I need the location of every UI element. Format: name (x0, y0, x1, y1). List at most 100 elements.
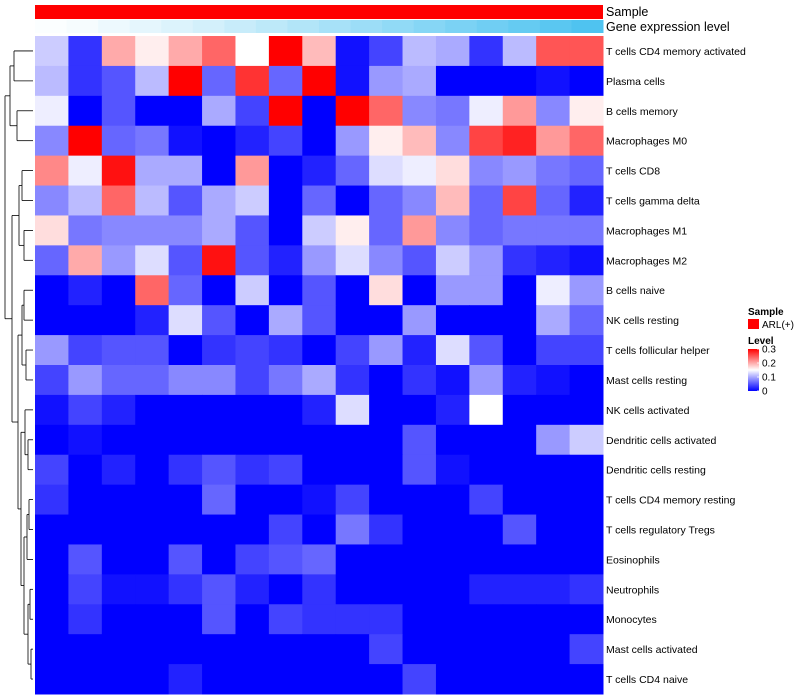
gene-expression-cell (319, 20, 352, 33)
row-label: NK cells resting (606, 315, 679, 327)
heatmap-cells (35, 36, 604, 695)
heatmap-cell (68, 604, 103, 635)
heatmap-cell (335, 36, 370, 67)
heatmap-cell (536, 215, 571, 246)
heatmap-cell (435, 155, 470, 187)
heatmap-cell (135, 155, 170, 187)
heatmap-cell (35, 155, 69, 187)
heatmap-cell (235, 155, 270, 187)
heatmap-cell (369, 365, 404, 396)
heatmap-cell (135, 305, 170, 336)
heatmap-cell (302, 664, 337, 695)
heatmap-cell (35, 275, 69, 306)
heatmap-cell (35, 335, 69, 366)
legend-tick-label: 0.3 (762, 345, 776, 356)
heatmap-cell (502, 275, 537, 306)
heatmap-cell (402, 424, 437, 456)
gene-expression-cell (161, 20, 194, 33)
heatmap-cell (302, 454, 337, 486)
heatmap-cell (35, 95, 69, 127)
heatmap-cell (101, 125, 136, 157)
heatmap-cell (235, 454, 270, 486)
heatmap-cell (135, 544, 170, 575)
heatmap-cell (101, 335, 136, 366)
heatmap-cell (435, 95, 470, 127)
heatmap-cell (469, 514, 504, 545)
legend-tick-label: 0.2 (762, 359, 776, 370)
heatmap-cell (235, 275, 270, 306)
heatmap-cell (202, 215, 236, 246)
heatmap-cell (235, 634, 270, 665)
heatmap-cell (302, 634, 337, 665)
heatmap-cell (235, 95, 270, 127)
heatmap-cell (68, 155, 103, 187)
heatmap-cell (402, 65, 437, 97)
gene-expression-cell (35, 20, 68, 33)
heatmap-cell (101, 155, 136, 187)
heatmap-cell (135, 514, 170, 545)
heatmap-cell (268, 185, 303, 216)
heatmap-cell (268, 604, 303, 635)
heatmap-cell (335, 155, 370, 187)
heatmap-cell (202, 305, 236, 336)
heatmap-cell (68, 36, 103, 67)
heatmap-cell (168, 65, 203, 97)
heatmap-cell (369, 305, 404, 336)
heatmap-cell (202, 275, 236, 306)
heatmap-cell (101, 514, 136, 545)
heatmap-cell (35, 514, 69, 545)
heatmap-cell (469, 394, 504, 426)
heatmap-cell (302, 335, 337, 366)
gene-expression-cell (350, 20, 383, 33)
gene-expression-cell (382, 20, 415, 33)
heatmap-cell (335, 514, 370, 545)
row-labels: T cells CD4 memory activated Plasma cells… (606, 46, 746, 686)
heatmap-cell (402, 155, 437, 187)
heatmap-cell (435, 335, 470, 366)
heatmap-cell (168, 245, 203, 276)
heatmap-cell (335, 65, 370, 97)
heatmap-cell (135, 245, 170, 276)
heatmap-cell (101, 454, 136, 486)
heatmap-cell (536, 634, 571, 665)
heatmap-cell (68, 514, 103, 545)
heatmap-cell (68, 484, 103, 516)
legend-sample-swatch (748, 319, 759, 329)
heatmap-cell (335, 245, 370, 276)
heatmap-cell (135, 95, 170, 127)
heatmap-cell (536, 335, 571, 366)
heatmap-cell (335, 424, 370, 456)
row-label: Macrophages M1 (606, 225, 687, 237)
row-label: Macrophages M2 (606, 255, 687, 267)
heatmap-cell (101, 65, 136, 97)
heatmap-cell (202, 65, 236, 97)
heatmap-cell (135, 484, 170, 516)
heatmap-cell (168, 215, 203, 246)
heatmap-cell (35, 574, 69, 605)
heatmap-cell (268, 634, 303, 665)
heatmap-cell (168, 604, 203, 635)
heatmap-cell (35, 604, 69, 635)
heatmap-cell (402, 454, 437, 486)
heatmap-cell (435, 604, 470, 635)
heatmap-cell (302, 155, 337, 187)
heatmap-cell (569, 125, 604, 157)
heatmap-cell (569, 634, 604, 665)
heatmap-cell (335, 305, 370, 336)
heatmap-cell (335, 365, 370, 396)
row-label: NK cells activated (606, 405, 690, 417)
legend-sample-title: Sample (748, 307, 784, 318)
heatmap-cell (302, 36, 337, 67)
heatmap-cell (202, 245, 236, 276)
heatmap-cell (235, 394, 270, 426)
heatmap-cell (235, 365, 270, 396)
heatmap-cell (369, 424, 404, 456)
heatmap-cell (101, 424, 136, 456)
heatmap-cell (569, 305, 604, 336)
heatmap-cell (335, 185, 370, 216)
heatmap-cell (569, 604, 604, 635)
heatmap-cell (469, 574, 504, 605)
heatmap-cell (235, 604, 270, 635)
heatmap-cell (536, 394, 571, 426)
